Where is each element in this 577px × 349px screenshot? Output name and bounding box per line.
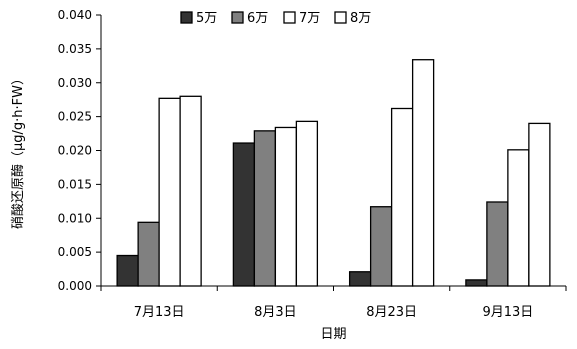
legend-label: 7万 bbox=[299, 11, 320, 26]
y-tick-label: 0.030 bbox=[58, 76, 92, 90]
y-tick-label: 0.010 bbox=[58, 211, 92, 225]
legend-label: 6万 bbox=[247, 11, 268, 26]
bar-6万-8月3日 bbox=[253, 130, 277, 287]
legend-swatch bbox=[180, 11, 193, 24]
bar-5万-7月13日 bbox=[116, 254, 139, 287]
x-tick-label: 8月3日 bbox=[254, 305, 297, 320]
bar-7万-9月13日 bbox=[507, 149, 530, 287]
x-axis-title: 日期 bbox=[320, 327, 346, 342]
bar-7万-7月13日 bbox=[158, 97, 181, 287]
bar-5万-9月13日 bbox=[465, 279, 488, 287]
bar-8万-7月13日 bbox=[179, 95, 202, 287]
bar-8万-8月23日 bbox=[411, 59, 435, 287]
bar-8万-9月13日 bbox=[528, 122, 551, 287]
y-tick-label: 0.020 bbox=[58, 144, 92, 158]
bar-6万-9月13日 bbox=[486, 201, 509, 287]
bar-5万-8月23日 bbox=[348, 271, 372, 287]
x-tick-label: 7月13日 bbox=[134, 305, 185, 320]
legend-swatch bbox=[334, 11, 347, 24]
legend-swatch bbox=[283, 11, 296, 24]
y-tick-label: 0.040 bbox=[58, 8, 92, 22]
bar-8万-8月3日 bbox=[295, 120, 319, 287]
y-tick-label: 0.005 bbox=[58, 245, 92, 259]
legend-label: 5万 bbox=[196, 11, 217, 26]
x-axis: 7月13日 8月3日 8月23日 9月13日 bbox=[100, 285, 567, 320]
legend-label: 8万 bbox=[350, 11, 371, 26]
y-tick-label: 0.025 bbox=[58, 110, 92, 124]
y-tick-label: 0.000 bbox=[58, 279, 92, 293]
x-tick-label: 9月13日 bbox=[482, 305, 533, 320]
legend-swatch bbox=[231, 11, 244, 24]
bars bbox=[116, 59, 551, 287]
y-tick-label: 0.015 bbox=[58, 177, 92, 191]
y-axis: 0.000 0.005 0.010 0.015 0.020 0.025 0.030 0.035… bbox=[58, 8, 102, 293]
x-tick-label: 8月23日 bbox=[366, 305, 417, 320]
bar-5万-8月3日 bbox=[232, 142, 256, 287]
bar-6万-7月13日 bbox=[137, 221, 160, 287]
bar-7万-8月23日 bbox=[390, 107, 414, 287]
legend: 5万 6万 7万 8万 bbox=[180, 11, 371, 26]
y-tick-label: 0.035 bbox=[58, 42, 92, 56]
y-axis-title: 硝酸还原酶（μg/g·h·FW） bbox=[10, 72, 26, 229]
bar-6万-8月23日 bbox=[369, 206, 393, 287]
bar-7万-8月3日 bbox=[274, 126, 298, 287]
